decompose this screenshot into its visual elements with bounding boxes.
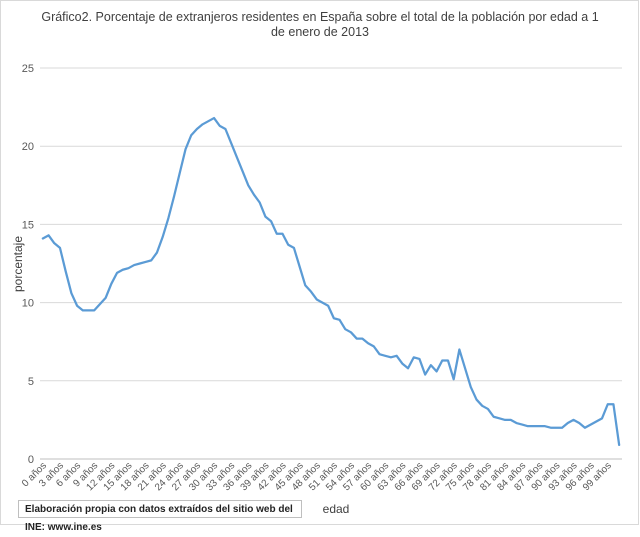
chart-title: Gráfico2. Porcentaje de extranjeros resi… [41, 10, 599, 39]
series-group [41, 116, 621, 447]
y-tick-label: 10 [22, 298, 34, 310]
y-axis-ticks: 0 5 10 15 20 25 [22, 63, 34, 466]
x-axis-label: edad [323, 502, 350, 516]
y-tick-label: 15 [22, 219, 34, 231]
y-tick-label: 20 [22, 141, 34, 153]
y-tick-label: 0 [28, 454, 34, 466]
series-line [41, 116, 621, 447]
chart-frame [0, 0, 639, 525]
y-axis-label: porcentaje [11, 236, 25, 292]
y-tick-label: 25 [22, 63, 34, 75]
y-tick-label: 5 [28, 376, 34, 388]
source-note: Elaboración propia con datos extraídos d… [18, 500, 302, 533]
gridlines [40, 67, 622, 460]
